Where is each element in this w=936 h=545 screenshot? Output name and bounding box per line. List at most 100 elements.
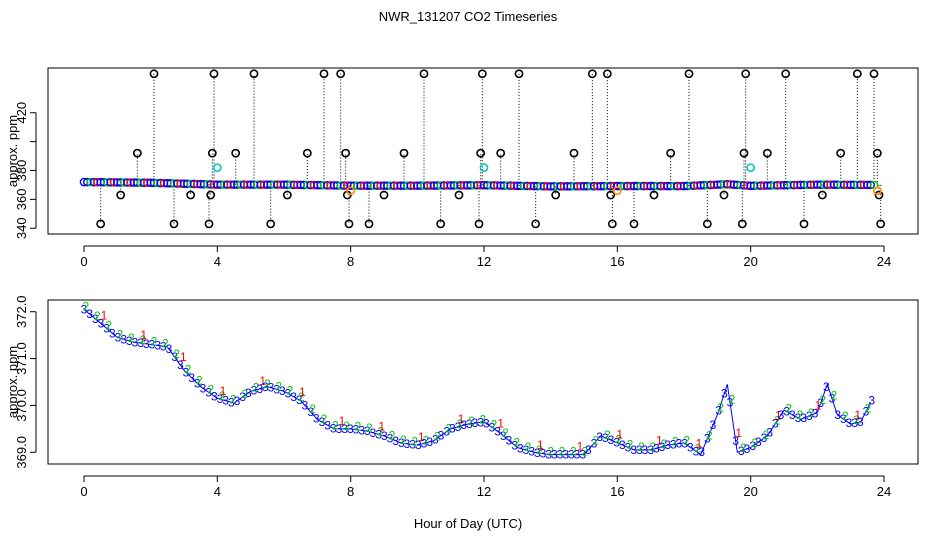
outlier-point bbox=[477, 69, 487, 79]
series-3-point: 3 bbox=[517, 441, 524, 455]
series-3-point: 3 bbox=[421, 436, 428, 450]
series-2-point: 2 bbox=[547, 444, 554, 458]
top-x-tick-label: 20 bbox=[743, 254, 757, 269]
outlier-point bbox=[666, 148, 676, 158]
series-3-point: 3 bbox=[154, 338, 161, 352]
series-2-point: 2 bbox=[162, 336, 169, 350]
outlier-point bbox=[399, 148, 409, 158]
series-3-point: 3 bbox=[528, 445, 535, 459]
series-3-point: 3 bbox=[307, 405, 314, 419]
outlier-point bbox=[149, 69, 159, 79]
series-3-point: 3 bbox=[347, 422, 354, 436]
outlier-point bbox=[116, 190, 126, 200]
top-y-tick-label: 340 bbox=[14, 217, 29, 239]
series-2-point: 2 bbox=[615, 433, 622, 447]
series-3-point: 3 bbox=[194, 376, 201, 390]
series-3-point: 3 bbox=[432, 433, 439, 447]
outlier-point bbox=[702, 219, 712, 229]
series-3-point: 3 bbox=[149, 338, 156, 352]
series-3-point: 3 bbox=[109, 326, 116, 340]
series-2-point: 2 bbox=[729, 392, 736, 406]
series-3-point: 3 bbox=[341, 422, 348, 436]
series-3-point: 3 bbox=[562, 448, 569, 462]
series-3-point: 3 bbox=[98, 317, 105, 331]
series-1-point: 1 bbox=[497, 416, 504, 430]
bot-x-tick-label: 8 bbox=[347, 484, 354, 499]
series-2-point: 2 bbox=[785, 402, 792, 416]
series-3-point: 3 bbox=[330, 421, 337, 435]
series-3-point: 3 bbox=[285, 387, 292, 401]
series-2-point: 2 bbox=[808, 406, 815, 420]
series-1-point: 1 bbox=[180, 350, 187, 364]
series-3-point: 3 bbox=[364, 424, 371, 438]
series-3-point: 3 bbox=[659, 440, 666, 454]
series-3-point: 3 bbox=[630, 443, 637, 457]
series-3-point: 3 bbox=[132, 335, 139, 349]
series-2-point: 2 bbox=[400, 433, 407, 447]
series-3-point: 3 bbox=[653, 441, 660, 455]
series-3-point: 3 bbox=[540, 447, 547, 461]
outlier-point bbox=[282, 190, 292, 200]
series-3-point: 3 bbox=[426, 435, 433, 449]
series-3-point: 3 bbox=[574, 448, 581, 462]
series-3-point: 3 bbox=[783, 405, 790, 419]
series-2-point: 2 bbox=[502, 426, 509, 440]
series-3-point: 3 bbox=[738, 444, 745, 458]
bot-x-tick-label: 20 bbox=[743, 484, 757, 499]
series-1-point: 1 bbox=[537, 438, 544, 452]
bot-x-tick-label: 4 bbox=[214, 484, 221, 499]
flagged-point bbox=[872, 186, 882, 196]
series-3-point: 3 bbox=[177, 358, 184, 372]
top-x-tick-label: 24 bbox=[877, 254, 891, 269]
bot-y-tick-label: 369.0 bbox=[14, 436, 29, 469]
series-1-point: 1 bbox=[101, 309, 108, 323]
series-3-point: 3 bbox=[166, 342, 173, 356]
series-3-point: 3 bbox=[489, 420, 496, 434]
outlier-point bbox=[762, 148, 772, 158]
outlier-point bbox=[96, 219, 106, 229]
series-1-point: 1 bbox=[656, 433, 663, 447]
series-3-point: 3 bbox=[262, 380, 269, 394]
outlier-point bbox=[344, 219, 354, 229]
outlier-point bbox=[209, 69, 219, 79]
series-1-point: 1 bbox=[616, 428, 623, 442]
series-2-point: 2 bbox=[185, 362, 192, 376]
series-1-point: 1 bbox=[577, 440, 584, 454]
series-3-point: 3 bbox=[647, 443, 654, 457]
panel-full-range: 0 4 8 12 16 20 24 340 360 380 420 approx. ppm bbox=[5, 67, 919, 269]
bot-x-tick-label: 16 bbox=[610, 484, 624, 499]
series-3-point: 3 bbox=[732, 434, 739, 448]
x-axis-bottom: 0 4 8 12 16 20 24 bbox=[80, 475, 891, 499]
top-y-tick-label: 380 bbox=[14, 160, 29, 182]
series-3-point: 3 bbox=[398, 436, 405, 450]
series-3-point: 3 bbox=[585, 443, 592, 457]
outlier-point bbox=[587, 69, 597, 79]
series-3-point: 3 bbox=[160, 339, 167, 353]
series-1-point: 1 bbox=[775, 409, 782, 423]
series-3-point: 3 bbox=[443, 425, 450, 439]
series-3-point: 3 bbox=[846, 416, 853, 430]
series-3-point: 3 bbox=[704, 432, 711, 446]
series-3-point: 3 bbox=[591, 436, 598, 450]
series-2-point: 2 bbox=[831, 389, 838, 403]
series-3-point: 3 bbox=[670, 437, 677, 451]
series-3-point: 3 bbox=[812, 406, 819, 420]
series-3-point: 3 bbox=[817, 396, 824, 410]
series-3-point: 3 bbox=[137, 336, 144, 350]
series-3-point: 3 bbox=[449, 421, 456, 435]
series-3-point: 3 bbox=[534, 446, 541, 460]
series-3-point: 3 bbox=[829, 392, 836, 406]
x-axis-top: 0 4 8 12 16 20 24 bbox=[80, 245, 891, 269]
outlier-point bbox=[132, 148, 142, 158]
series-3-point: 3 bbox=[358, 423, 365, 437]
outlier-point bbox=[869, 69, 879, 79]
outlier-point bbox=[852, 69, 862, 79]
series-2-point: 2 bbox=[332, 418, 339, 432]
series-3-point: 3 bbox=[81, 302, 88, 316]
outlier-point bbox=[649, 190, 659, 200]
series-3-point: 3 bbox=[619, 438, 626, 452]
series-1-point: 1 bbox=[299, 385, 306, 399]
series-2-point: 2 bbox=[570, 445, 577, 459]
